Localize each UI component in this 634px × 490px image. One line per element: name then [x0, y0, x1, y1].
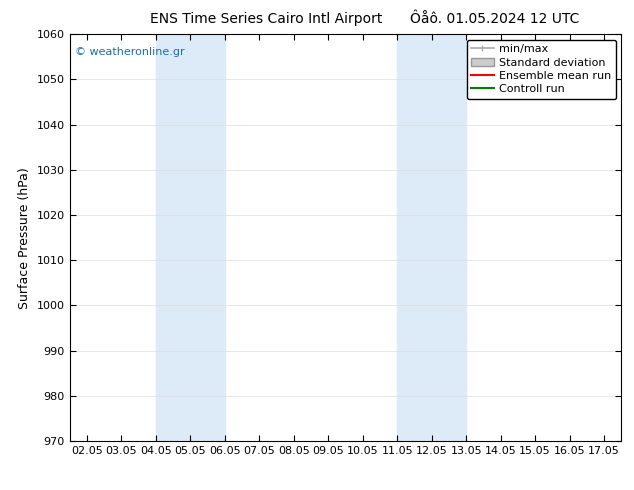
- Text: ENS Time Series Cairo Intl Airport: ENS Time Series Cairo Intl Airport: [150, 12, 382, 26]
- Bar: [398, 34, 466, 441]
- Y-axis label: Surface Pressure (hPa): Surface Pressure (hPa): [18, 167, 31, 309]
- Legend: min/max, Standard deviation, Ensemble mean run, Controll run: min/max, Standard deviation, Ensemble me…: [467, 40, 616, 99]
- Text: © weatheronline.gr: © weatheronline.gr: [75, 47, 185, 56]
- Text: Ôåô. 01.05.2024 12 UTC: Ôåô. 01.05.2024 12 UTC: [410, 12, 579, 26]
- Bar: [156, 34, 225, 441]
